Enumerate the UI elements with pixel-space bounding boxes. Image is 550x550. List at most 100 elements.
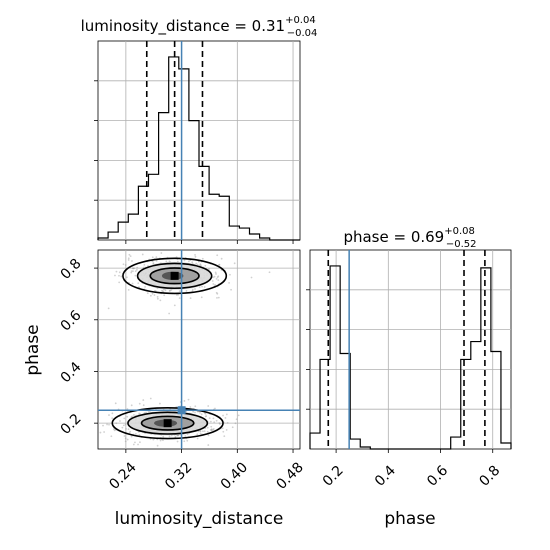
contour-level-2 xyxy=(136,262,213,290)
sample-point xyxy=(224,417,227,419)
title-phase: phase = 0.69+0.08 −0.52 xyxy=(343,226,476,250)
sample-point xyxy=(201,285,203,288)
sample-point xyxy=(197,430,200,433)
histogram-steps-luminosity-distance xyxy=(97,56,300,241)
sample-point xyxy=(152,262,155,264)
sample-point xyxy=(137,443,139,446)
sample-point xyxy=(141,253,144,256)
sample-point xyxy=(201,430,204,433)
sample-point xyxy=(120,275,123,278)
sample-point xyxy=(113,429,116,432)
sample-point xyxy=(151,256,154,259)
sample-point xyxy=(102,424,104,427)
sample-point xyxy=(106,423,108,426)
sample-point xyxy=(213,275,216,278)
sample-point xyxy=(234,422,237,425)
sample-point xyxy=(151,292,154,295)
sample-point xyxy=(138,412,141,415)
sample-point xyxy=(183,400,186,402)
sample-point xyxy=(212,428,215,431)
sample-point xyxy=(173,304,176,307)
sample-point xyxy=(223,435,226,438)
sample-point xyxy=(204,415,207,418)
sample-point xyxy=(201,257,204,260)
sample-point xyxy=(210,428,213,431)
sample-point xyxy=(222,430,225,433)
sample-point xyxy=(123,417,126,420)
x-tick-label: 0.48 xyxy=(274,459,307,492)
sample-point xyxy=(174,435,177,438)
truth-marker xyxy=(177,406,186,415)
sample-point xyxy=(209,420,212,423)
sample-point xyxy=(207,444,210,446)
sample-point xyxy=(185,290,188,292)
sample-point xyxy=(134,270,137,273)
sample-point xyxy=(189,406,192,408)
contour-level-1 xyxy=(149,267,200,285)
sample-point xyxy=(122,424,125,427)
sample-point xyxy=(153,294,156,296)
sample-point xyxy=(189,297,192,300)
sample-point xyxy=(197,260,200,263)
sample-point xyxy=(126,438,129,441)
sample-point xyxy=(203,286,206,288)
title-luminosity-distance: luminosity_distance = 0.31+0.04 −0.04 xyxy=(81,15,318,39)
sample-point xyxy=(199,432,202,435)
sample-point xyxy=(176,440,179,443)
sample-point xyxy=(156,444,159,447)
sample-point xyxy=(162,439,164,442)
sample-point xyxy=(225,429,228,431)
sample-point xyxy=(207,434,210,437)
density-panel-phase-vs-luminosity-distance: 0.24 0.32 0.40 0.48 0.2 0.4 0.6 0.8 xyxy=(58,249,307,493)
sample-point xyxy=(212,417,215,420)
sample-point xyxy=(138,433,141,436)
sample-point xyxy=(216,297,218,299)
density-peak xyxy=(163,419,172,428)
sample-point xyxy=(118,281,121,284)
sample-point xyxy=(133,414,135,416)
sample-point xyxy=(130,271,133,274)
sample-point xyxy=(118,271,121,274)
sample-point xyxy=(129,430,132,433)
sample-point xyxy=(121,426,124,429)
sample-point xyxy=(107,307,110,310)
histogram-panel-luminosity-distance: luminosity_distance = 0.31+0.04 −0.04 xyxy=(81,15,318,244)
sample-point xyxy=(134,274,137,277)
sample-point xyxy=(142,404,145,407)
sample-point xyxy=(213,421,216,423)
sample-point xyxy=(221,427,224,430)
sample-point xyxy=(124,440,127,443)
sample-point xyxy=(163,294,166,297)
sample-point xyxy=(176,434,179,437)
sample-point xyxy=(132,443,135,446)
sample-point xyxy=(149,397,152,400)
sample-point xyxy=(142,399,145,401)
sample-point xyxy=(250,276,253,279)
sample-point xyxy=(111,412,114,415)
sample-point xyxy=(112,428,115,431)
sample-point xyxy=(114,274,116,277)
sample-point xyxy=(115,422,118,425)
sample-point xyxy=(149,294,152,297)
sample-point xyxy=(233,262,236,265)
sample-point xyxy=(130,404,133,407)
sample-point xyxy=(229,273,231,276)
sample-point xyxy=(210,429,213,432)
sample-point xyxy=(127,259,130,261)
sample-point xyxy=(195,262,198,265)
sample-point xyxy=(177,434,180,437)
sample-point xyxy=(130,435,133,438)
sample-point xyxy=(126,276,128,279)
sample-point xyxy=(191,288,194,291)
sample-point xyxy=(198,286,201,289)
sample-point xyxy=(178,297,181,300)
sample-point xyxy=(207,405,210,407)
sample-point xyxy=(155,259,158,262)
density-peak xyxy=(170,271,179,280)
sample-point xyxy=(194,411,196,414)
sample-point xyxy=(134,441,136,444)
sample-point xyxy=(158,402,161,405)
density-fill xyxy=(127,261,212,436)
sample-point xyxy=(228,282,230,284)
contour-level-1 xyxy=(140,415,195,431)
